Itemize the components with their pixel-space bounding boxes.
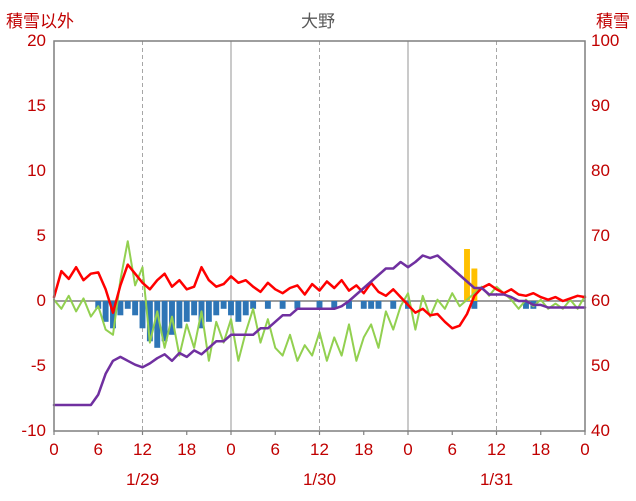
right-tick-100: 100 bbox=[591, 31, 620, 50]
hour-tick-0: 0 bbox=[49, 440, 59, 459]
left-tick-15: 15 bbox=[27, 96, 46, 115]
right-tick-60: 60 bbox=[591, 291, 610, 310]
hour-tick-12: 12 bbox=[133, 440, 152, 459]
hour-tick-18: 18 bbox=[177, 440, 197, 459]
hour-tick-72: 0 bbox=[580, 440, 590, 459]
hour-tick-48: 0 bbox=[403, 440, 413, 459]
hour-tick-24: 0 bbox=[226, 440, 236, 459]
hour-tick-42: 18 bbox=[354, 440, 374, 459]
right-axis-title: 積雪 bbox=[596, 12, 630, 31]
left-tick--10: -10 bbox=[21, 421, 46, 440]
right-tick-80: 80 bbox=[591, 161, 610, 180]
hour-tick-54: 6 bbox=[447, 440, 457, 459]
right-tick-90: 90 bbox=[591, 96, 610, 115]
date-label-1/30: 1/30 bbox=[302, 470, 337, 489]
hour-tick-60: 12 bbox=[487, 440, 506, 459]
hour-tick-6: 6 bbox=[93, 440, 103, 459]
left-axis-title: 積雪以外 bbox=[6, 12, 74, 31]
date-label-1/31: 1/31 bbox=[479, 470, 514, 489]
left-tick-20: 20 bbox=[27, 31, 46, 50]
left-tick--5: -5 bbox=[30, 356, 46, 375]
left-tick-0: 0 bbox=[36, 291, 46, 310]
hour-tick-30: 6 bbox=[270, 440, 280, 459]
hour-tick-36: 12 bbox=[310, 440, 329, 459]
date-label-1/29: 1/29 bbox=[125, 470, 160, 489]
left-tick-10: 10 bbox=[27, 161, 46, 180]
right-tick-40: 40 bbox=[591, 421, 610, 440]
right-tick-50: 50 bbox=[591, 356, 610, 375]
right-tick-70: 70 bbox=[591, 226, 610, 245]
hour-tick-66: 18 bbox=[531, 440, 551, 459]
left-tick-5: 5 bbox=[36, 226, 46, 245]
